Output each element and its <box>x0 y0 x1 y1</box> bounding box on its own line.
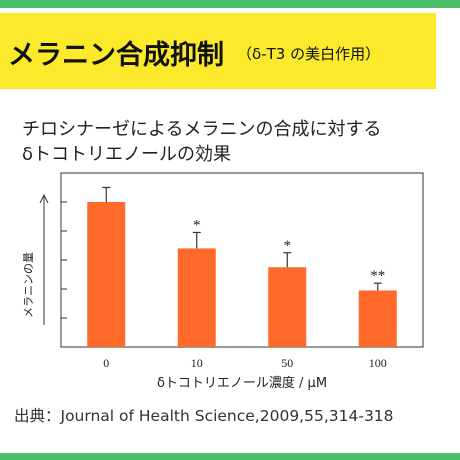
description-line-1: チロシナーゼによるメラニンの合成に対する <box>22 119 382 140</box>
bar <box>268 267 307 347</box>
x-axis-label: δトコトリエノール濃度 / μM <box>157 375 327 391</box>
y-axis-label: メラニンの量 <box>22 252 35 318</box>
description-line-2: δトコトリエノールの効果 <box>22 144 232 165</box>
source-citation: 出典：Journal of Health Science,2009,55,314… <box>14 407 394 425</box>
bar <box>358 290 397 347</box>
bar <box>87 202 126 347</box>
y-axis-arrow-head <box>39 193 49 204</box>
page-subtitle: （δ-T3 の美白作用） <box>237 45 381 63</box>
significance-mark: ** <box>370 268 385 284</box>
x-tick-label: 0 <box>103 356 109 370</box>
bar <box>177 248 216 347</box>
bar-chart: 0 * 10 * 50 ** 100 メラニンの量 δトコトリエノール濃度 / μM <box>22 172 424 391</box>
title-banner: メラニン合成抑制 （δ-T3 の美白作用） <box>0 13 436 89</box>
bottom-stripe <box>0 453 460 460</box>
significance-mark: * <box>284 238 292 254</box>
significance-mark: * <box>193 217 201 233</box>
x-tick-label: 50 <box>281 356 293 370</box>
x-tick-label: 10 <box>191 356 203 370</box>
top-stripe <box>0 0 460 8</box>
x-tick-label: 100 <box>369 356 387 370</box>
page-title: メラニン合成抑制 <box>8 40 224 71</box>
